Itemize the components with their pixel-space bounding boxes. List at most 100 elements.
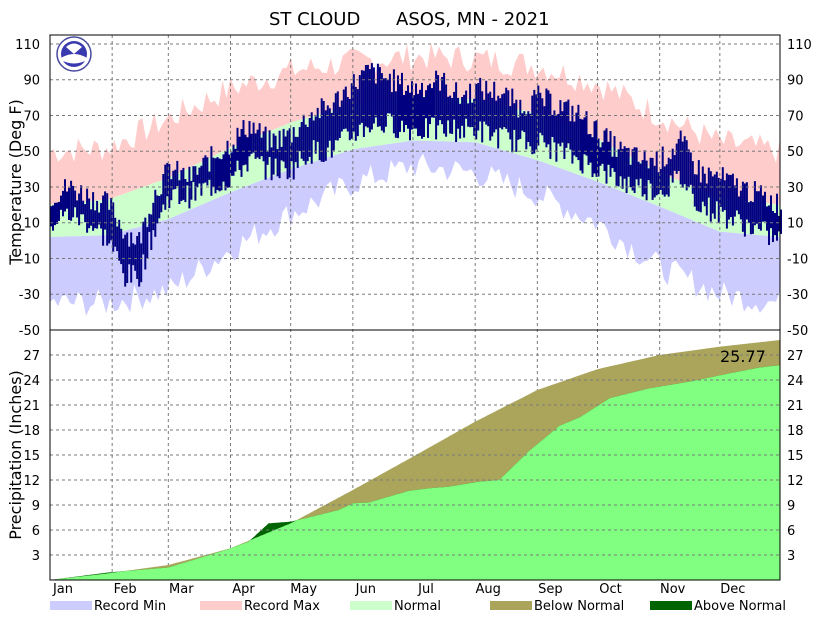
precipitation-tick-left: 12 xyxy=(23,474,40,489)
observed-temperature-bar xyxy=(774,213,776,236)
observed-temperature-bar xyxy=(130,232,133,283)
observed-temperature-bar xyxy=(489,91,492,141)
temperature-tick-left: -10 xyxy=(19,252,40,267)
observed-temperature-bar xyxy=(182,167,185,200)
observed-temperature-bar xyxy=(703,173,706,207)
observed-precipitation-area xyxy=(50,365,780,580)
observed-temperature-bar xyxy=(154,189,157,237)
observed-temperature-bar xyxy=(441,77,444,125)
temperature-panel: -50 -30 -30 -10 -10 10 10 30 30 50 50 70 70 90 90 110 11… xyxy=(15,35,812,580)
observed-temperature-bar xyxy=(755,191,758,224)
observed-temperature-bar xyxy=(282,128,285,162)
observed-temperature-bar xyxy=(146,227,149,259)
observed-temperature-bar xyxy=(76,200,79,218)
observed-temperature-bar xyxy=(280,146,283,161)
observed-temperature-bar xyxy=(344,86,347,129)
observed-temperature-bar xyxy=(310,112,313,164)
observed-temperature-bar xyxy=(437,75,440,126)
observed-temperature-bar xyxy=(615,156,618,186)
observed-temperature-bar xyxy=(553,110,556,143)
observed-temperature-bar xyxy=(230,152,233,176)
observed-temperature-bar xyxy=(334,93,337,141)
observed-temperature-bar xyxy=(392,69,395,134)
observed-temperature-bar xyxy=(567,99,570,144)
observed-temperature-bar xyxy=(397,75,399,139)
observed-temperature-bar xyxy=(50,206,52,227)
observed-temperature-bar xyxy=(124,234,127,287)
observed-temperature-bar xyxy=(633,147,636,193)
observed-temperature-bar xyxy=(222,154,225,182)
legend-label: Normal xyxy=(394,599,441,614)
observed-temperature-bar xyxy=(639,163,642,179)
observed-temperature-bar xyxy=(705,183,708,216)
observed-temperature-bar xyxy=(372,67,375,124)
precipitation-tick-left: 9 xyxy=(32,499,40,514)
temperature-axis-label: Temperature (Deg F) xyxy=(6,99,25,266)
observed-temperature-bar xyxy=(621,148,624,189)
observed-temperature-bar xyxy=(776,193,778,241)
observed-temperature-bar xyxy=(286,130,289,180)
observed-temperature-bar xyxy=(780,209,782,234)
observed-temperature-bar xyxy=(423,97,425,137)
observed-temperature-bar xyxy=(64,179,66,212)
observed-temperature-bar xyxy=(435,70,438,140)
observed-temperature-bar xyxy=(625,148,628,193)
observed-temperature-bar xyxy=(174,169,177,190)
observed-temperature-bar xyxy=(368,69,371,133)
observed-temperature-bar xyxy=(401,72,403,121)
observed-temperature-bar xyxy=(711,176,714,214)
observed-temperature-bar xyxy=(455,82,458,142)
observed-temperature-bar xyxy=(186,181,189,186)
observed-temperature-bar xyxy=(483,99,486,122)
observed-temperature-bar xyxy=(118,219,121,261)
observed-temperature-bar xyxy=(647,168,650,181)
observed-temperature-bar xyxy=(114,217,117,247)
observed-temperature-bar xyxy=(595,120,598,177)
observed-temperature-bar xyxy=(431,88,433,118)
observed-temperature-bar xyxy=(429,83,431,125)
observed-temperature-bar xyxy=(388,73,391,114)
observed-temperature-bar xyxy=(360,70,363,123)
observed-temperature-bar xyxy=(198,167,201,184)
observed-temperature-bar xyxy=(721,167,724,212)
observed-temperature-bar xyxy=(278,130,281,179)
observed-temperature-bar xyxy=(254,133,257,159)
observed-temperature-bar xyxy=(288,128,291,178)
legend-label: Record Min xyxy=(94,599,166,614)
observed-temperature-bar xyxy=(447,96,450,121)
observed-temperature-bar xyxy=(651,157,654,200)
observed-temperature-bar xyxy=(695,174,698,211)
observed-temperature-bar xyxy=(549,93,552,159)
observed-temperature-bar xyxy=(623,146,626,179)
temperature-tick-right: 50 xyxy=(787,145,804,160)
observed-temperature-bar xyxy=(352,74,355,132)
observed-temperature-bar xyxy=(232,144,235,176)
observed-temperature-bar xyxy=(270,147,273,181)
precipitation-tick-left: 21 xyxy=(23,399,40,414)
observed-temperature-bar xyxy=(294,136,297,163)
legend-label: Record Max xyxy=(244,599,320,614)
legend-swatch xyxy=(200,601,242,610)
observed-temperature-bar xyxy=(144,217,147,270)
observed-temperature-bar xyxy=(515,99,518,152)
observed-temperature-bar xyxy=(469,83,472,128)
observed-temperature-bar xyxy=(226,140,229,188)
observed-temperature-bar xyxy=(671,148,674,183)
observed-temperature-bar xyxy=(102,195,105,246)
observed-temperature-bar xyxy=(290,142,293,162)
observed-temperature-bar xyxy=(491,97,494,137)
observed-temperature-bar xyxy=(399,84,401,132)
observed-temperature-bar xyxy=(675,143,678,174)
observed-temperature-bar xyxy=(511,88,514,153)
observed-temperature-bar xyxy=(172,170,175,190)
observed-temperature-bar xyxy=(72,185,75,218)
observed-temperature-bar xyxy=(617,149,620,187)
observed-temperature-bar xyxy=(591,137,594,177)
observed-temperature-bar xyxy=(382,78,385,133)
observed-temperature-bar xyxy=(340,100,343,132)
observed-temperature-bar xyxy=(204,155,207,183)
observed-temperature-bar xyxy=(768,205,770,245)
observed-temperature-bar xyxy=(156,195,159,224)
observed-temperature-bar xyxy=(258,123,261,160)
observed-temperature-bar xyxy=(60,195,62,210)
